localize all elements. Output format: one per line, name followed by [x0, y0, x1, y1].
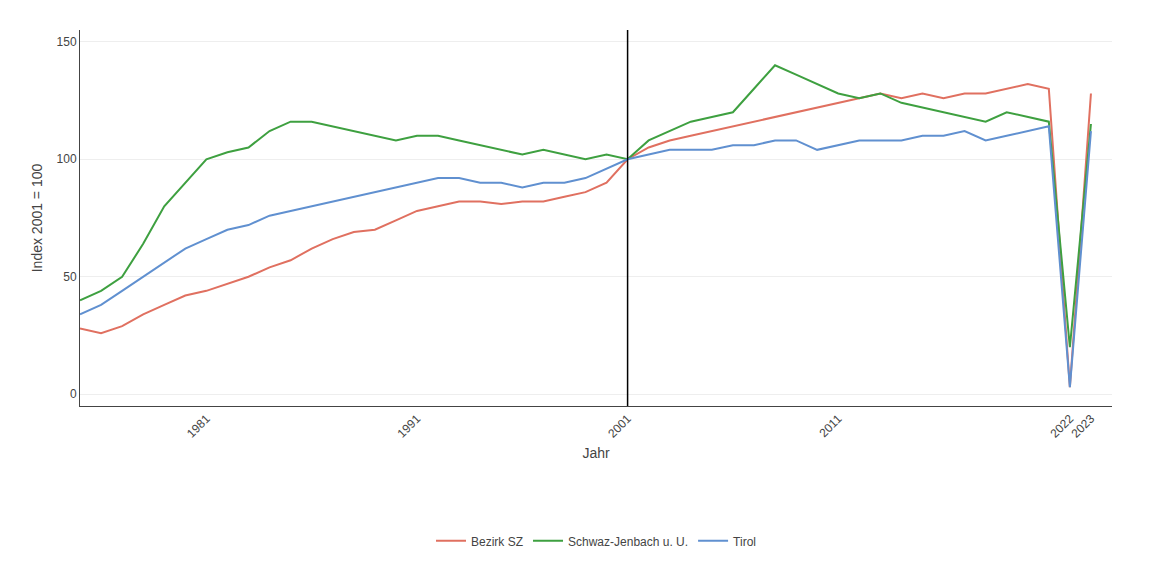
svg-text:Jahr: Jahr [582, 445, 610, 461]
svg-text:2023: 2023 [1069, 412, 1098, 441]
svg-text:50: 50 [63, 270, 77, 284]
svg-text:150: 150 [57, 35, 77, 49]
svg-text:100: 100 [57, 152, 77, 166]
svg-text:0: 0 [70, 387, 77, 401]
svg-text:Schwaz-Jenbach u. U.: Schwaz-Jenbach u. U. [568, 535, 688, 549]
svg-text:Tirol: Tirol [733, 535, 756, 549]
svg-text:Index 2001 = 100: Index 2001 = 100 [29, 163, 45, 272]
svg-text:2022: 2022 [1047, 412, 1076, 441]
svg-text:2001: 2001 [605, 412, 634, 441]
svg-text:1991: 1991 [395, 412, 424, 441]
svg-text:2011: 2011 [816, 412, 844, 440]
svg-text:Bezirk SZ: Bezirk SZ [471, 535, 523, 549]
svg-text:1981: 1981 [184, 412, 213, 441]
